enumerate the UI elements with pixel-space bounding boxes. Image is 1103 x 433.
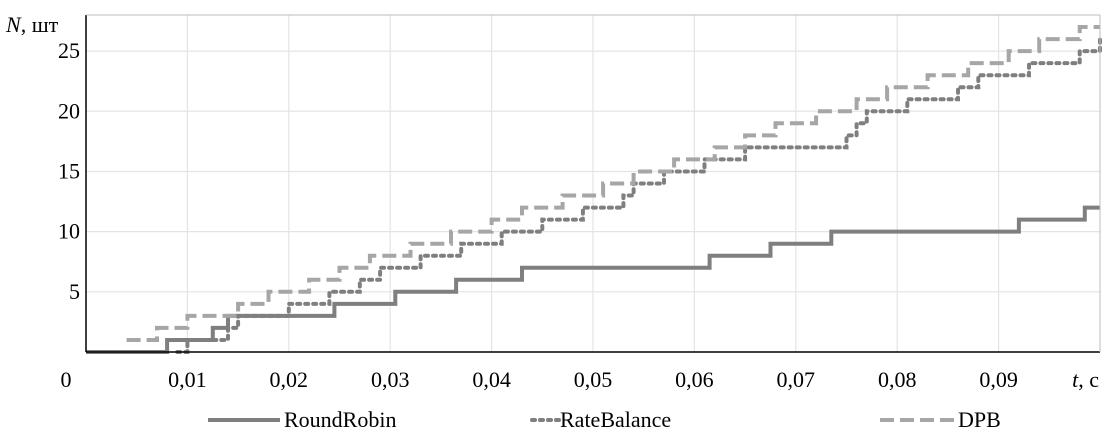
legend-label-ratebalance: RateBalance: [560, 407, 671, 432]
y-tick-label: 15: [58, 158, 80, 183]
y-tick-label: 20: [58, 98, 80, 123]
legend: RoundRobin RateBalance DPB: [208, 407, 1001, 432]
x-axis-variable: t: [1072, 367, 1079, 392]
x-tick-label: 0,05: [574, 367, 613, 392]
series-line-dpb: [126, 25, 1100, 342]
x-tick-label: 0,04: [472, 367, 511, 392]
series-line-ratebalance: [175, 37, 1102, 354]
x-tick-label: 0,01: [168, 367, 207, 392]
grid: [86, 15, 1100, 352]
axes: [85, 14, 1101, 353]
origin-label: 0: [61, 367, 72, 392]
x-axis-unit: , с: [1078, 367, 1099, 392]
legend-label-roundrobin: RoundRobin: [284, 407, 396, 432]
y-axis-title: N, шт: [5, 12, 59, 37]
x-tick-label: 0,08: [878, 367, 917, 392]
x-tick-label: 0,03: [371, 367, 410, 392]
y-axis-unit: , шт: [21, 12, 59, 37]
x-tick-label: 0,02: [270, 367, 309, 392]
x-tick-label: 0,07: [777, 367, 816, 392]
x-tick-label: 0,06: [675, 367, 714, 392]
y-tick-label: 25: [58, 38, 80, 63]
y-tick-label: 5: [69, 279, 80, 304]
tick-labels: 0,01 0,02 0,03 0,04 0,05 0,06 0,07 0,08 0,09 5 10 1…: [58, 38, 1018, 392]
series-line-roundrobin: [86, 205, 1100, 354]
y-axis-variable: N: [5, 12, 22, 37]
series-layer: [86, 25, 1102, 354]
legend-label-dpb: DPB: [958, 407, 1001, 432]
x-tick-label: 0,09: [979, 367, 1018, 392]
x-axis-title: t, с: [1072, 367, 1099, 392]
y-tick-label: 10: [58, 219, 80, 244]
